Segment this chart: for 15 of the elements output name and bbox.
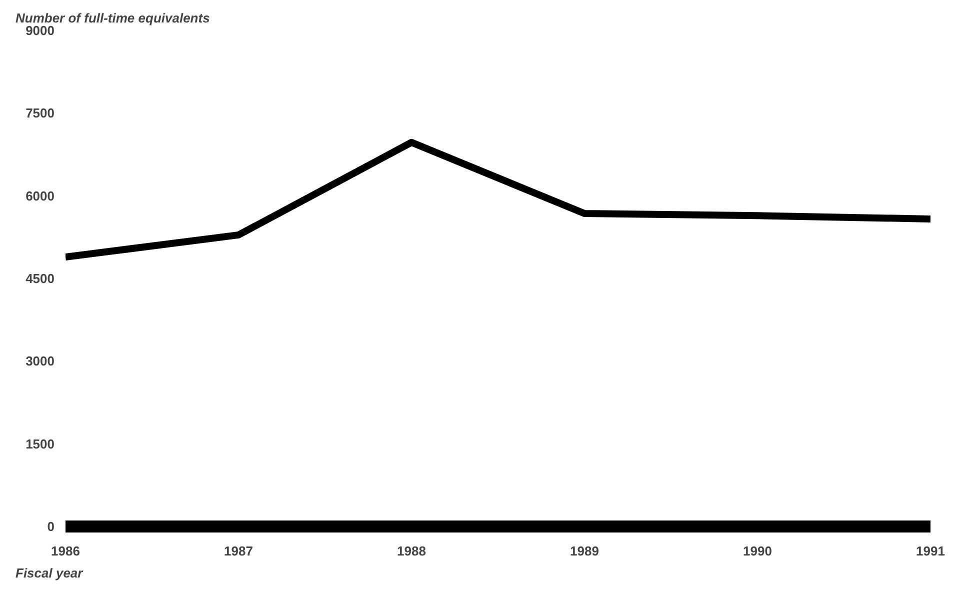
y-tick-label: 9000 xyxy=(26,23,54,38)
x-axis-title: Fiscal year xyxy=(16,566,84,580)
x-tick-label: 1990 xyxy=(743,544,772,558)
x-tick-label: 1991 xyxy=(916,544,945,558)
y-tick-label: 0 xyxy=(47,519,55,534)
x-tick-label: 1989 xyxy=(570,544,599,558)
x-tick-label: 1986 xyxy=(51,544,80,558)
y-tick-label: 1500 xyxy=(26,436,54,452)
y-tick-label: 6000 xyxy=(26,188,54,204)
y-tick-label: 7500 xyxy=(26,106,54,121)
y-tick-label: 3000 xyxy=(26,354,54,369)
x-tick-label: 1988 xyxy=(397,544,426,558)
x-tick-label: 1987 xyxy=(224,544,253,558)
y-axis-title: Number of full-time equivalents xyxy=(16,10,210,26)
y-tick-label: 4500 xyxy=(26,271,54,286)
